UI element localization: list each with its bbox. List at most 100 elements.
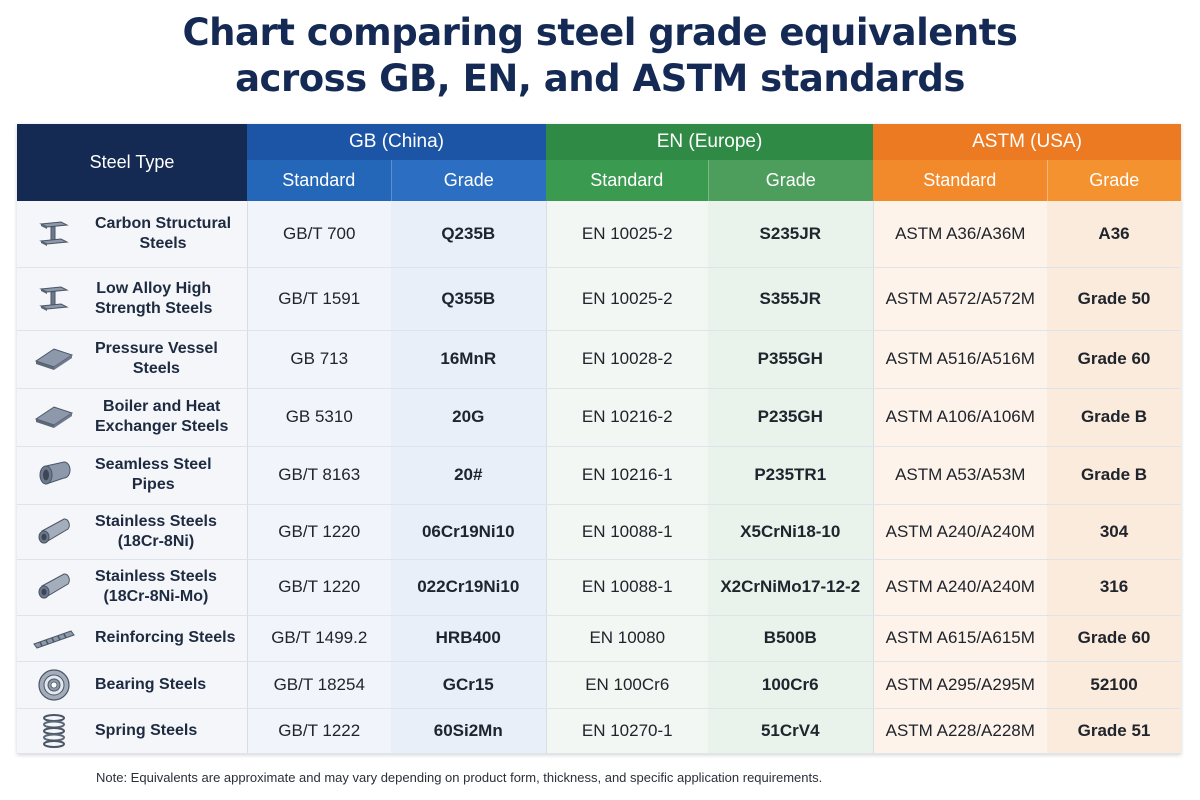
- table-row: Carbon Structural Steels GB/T 700 Q235B …: [17, 201, 1182, 268]
- tube-icon: [17, 572, 85, 602]
- header-astm-group: ASTM (USA): [873, 124, 1182, 160]
- en-standard-cell: EN 10025-2: [545, 201, 708, 268]
- steel-type-label: Reinforcing Steels: [95, 629, 236, 646]
- header-gb-grade: Grade: [390, 160, 546, 201]
- astm-grade-cell: 52100: [1047, 661, 1182, 709]
- table-row: Bearing Steels GB/T 18254 GCr15 EN 100Cr…: [17, 661, 1182, 709]
- astm-standard-cell: ASTM A53/A53M: [872, 446, 1048, 505]
- steel-plate-icon: [17, 403, 85, 431]
- header-gb-group: GB (China): [247, 124, 546, 160]
- table-row: Boiler and Heat Exchanger Steels GB 5310…: [17, 388, 1182, 447]
- table-row: Pressure Vessel Steels GB 713 16MnR EN 1…: [17, 330, 1182, 389]
- en-grade-cell: B500B: [708, 615, 874, 662]
- table-body: Carbon Structural Steels GB/T 700 Q235B …: [17, 201, 1182, 754]
- gb-grade-cell: 022Cr19Ni10: [391, 559, 546, 616]
- en-standard-cell: EN 10028-2: [545, 330, 708, 389]
- header-astm-standard: Standard: [873, 160, 1048, 201]
- en-standard-cell: EN 10025-2: [545, 267, 708, 331]
- gb-grade-cell: Q355B: [391, 267, 546, 331]
- table-row: Spring Steels GB/T 1222 60Si2Mn EN 10270…: [17, 708, 1182, 754]
- i-beam-icon: [17, 285, 85, 313]
- page-title: Chart comparing steel grade equivalents …: [0, 10, 1200, 102]
- gb-standard-cell: GB 5310: [246, 388, 391, 447]
- steel-type-cell: Pressure Vessel Steels: [17, 330, 247, 389]
- steel-type-cell: Low Alloy High Strength Steels: [17, 267, 247, 331]
- en-standard-cell: EN 10088-1: [545, 559, 708, 616]
- steel-type-label: Stainless Steels (18Cr-8Ni-Mo): [95, 568, 217, 605]
- gb-grade-cell: 16MnR: [391, 330, 546, 389]
- gb-grade-cell: 20G: [391, 388, 546, 447]
- pipe-icon: [17, 460, 85, 490]
- steel-grade-table: Steel Type GB (China) EN (Europe) ASTM (…: [17, 124, 1182, 754]
- en-grade-cell: P355GH: [708, 330, 874, 389]
- header-en-grade: Grade: [707, 160, 874, 201]
- gb-grade-cell: 06Cr19Ni10: [391, 504, 546, 560]
- tube-icon: [17, 517, 85, 547]
- en-grade-cell: P235GH: [708, 388, 874, 447]
- astm-grade-cell: 316: [1047, 559, 1182, 616]
- gb-standard-cell: GB/T 700: [246, 201, 391, 268]
- en-grade-cell: S355JR: [708, 267, 874, 331]
- rebar-icon: [17, 626, 85, 650]
- steel-type-label: Boiler and Heat Exchanger Steels: [95, 398, 229, 435]
- steel-plate-icon: [17, 345, 85, 373]
- astm-grade-cell: 304: [1047, 504, 1182, 560]
- header-gb-standard: Standard: [247, 160, 391, 201]
- steel-type-cell: Boiler and Heat Exchanger Steels: [17, 388, 247, 447]
- astm-standard-cell: ASTM A295/A295M: [872, 661, 1048, 709]
- astm-grade-cell: Grade 50: [1047, 267, 1182, 331]
- en-standard-cell: EN 10080: [545, 615, 708, 662]
- steel-type-label: Low Alloy High Strength Steels: [95, 279, 213, 317]
- header-astm-grade: Grade: [1046, 160, 1182, 201]
- header-en-group: EN (Europe): [546, 124, 874, 160]
- astm-grade-cell: Grade B: [1047, 446, 1182, 505]
- astm-grade-cell: Grade 60: [1047, 330, 1182, 389]
- gb-grade-cell: HRB400: [391, 615, 546, 662]
- page-title-line-1: Chart comparing steel grade equivalents: [182, 11, 1018, 54]
- steel-type-label: Seamless Steel Pipes: [95, 456, 212, 493]
- i-beam-icon: [17, 220, 85, 248]
- steel-type-label: Spring Steels: [95, 721, 198, 739]
- steel-type-cell: Reinforcing Steels: [17, 615, 247, 662]
- en-grade-cell: 100Cr6: [708, 661, 874, 709]
- footnote: Note: Equivalents are approximate and ma…: [96, 770, 823, 785]
- header-steel-type: Steel Type: [17, 124, 247, 201]
- steel-type-cell: Carbon Structural Steels: [17, 201, 247, 268]
- spring-icon: [17, 713, 85, 749]
- steel-type-label: Pressure Vessel Steels: [95, 340, 218, 377]
- header-en-standard: Standard: [546, 160, 708, 201]
- gb-standard-cell: GB 713: [246, 330, 391, 389]
- en-grade-cell: S235JR: [708, 201, 874, 268]
- en-grade-cell: X2CrNiMo17-12-2: [708, 559, 874, 616]
- astm-grade-cell: Grade B: [1047, 388, 1182, 447]
- gb-standard-cell: GB/T 8163: [246, 446, 391, 505]
- astm-standard-cell: ASTM A36/A36M: [872, 201, 1048, 268]
- gb-standard-cell: GB/T 18254: [246, 661, 391, 709]
- steel-type-label: Bearing Steels: [95, 675, 207, 693]
- gb-standard-cell: GB/T 1499.2: [246, 615, 391, 662]
- en-standard-cell: EN 10216-2: [545, 388, 708, 447]
- steel-type-cell: Bearing Steels: [17, 661, 247, 709]
- en-standard-cell: EN 100Cr6: [545, 661, 708, 709]
- astm-standard-cell: ASTM A516/A516M: [872, 330, 1048, 389]
- gb-standard-cell: GB/T 1591: [246, 267, 391, 331]
- table-row: Low Alloy High Strength Steels GB/T 1591…: [17, 267, 1182, 331]
- astm-standard-cell: ASTM A240/A240M: [872, 504, 1048, 560]
- astm-standard-cell: ASTM A228/A228M: [872, 708, 1048, 754]
- steel-type-label: Carbon Structural Steels: [95, 214, 232, 252]
- astm-grade-cell: Grade 60: [1047, 615, 1182, 662]
- gb-grade-cell: Q235B: [391, 201, 546, 268]
- astm-standard-cell: ASTM A615/A615M: [872, 615, 1048, 662]
- table-row: Reinforcing Steels GB/T 1499.2 HRB400 EN…: [17, 615, 1182, 662]
- en-grade-cell: X5CrNi18-10: [708, 504, 874, 560]
- steel-type-cell: Stainless Steels (18Cr-8Ni): [17, 504, 247, 560]
- steel-type-cell: Spring Steels: [17, 708, 247, 754]
- en-grade-cell: P235TR1: [708, 446, 874, 505]
- en-standard-cell: EN 10216-1: [545, 446, 708, 505]
- steel-type-cell: Stainless Steels (18Cr-8Ni-Mo): [17, 559, 247, 616]
- steel-type-cell: Seamless Steel Pipes: [17, 446, 247, 505]
- table-row: Stainless Steels (18Cr-8Ni-Mo) GB/T 1220…: [17, 559, 1182, 616]
- gb-grade-cell: GCr15: [391, 661, 546, 709]
- page-title-line-2: across GB, EN, and ASTM standards: [235, 57, 965, 100]
- astm-standard-cell: ASTM A572/A572M: [872, 267, 1048, 331]
